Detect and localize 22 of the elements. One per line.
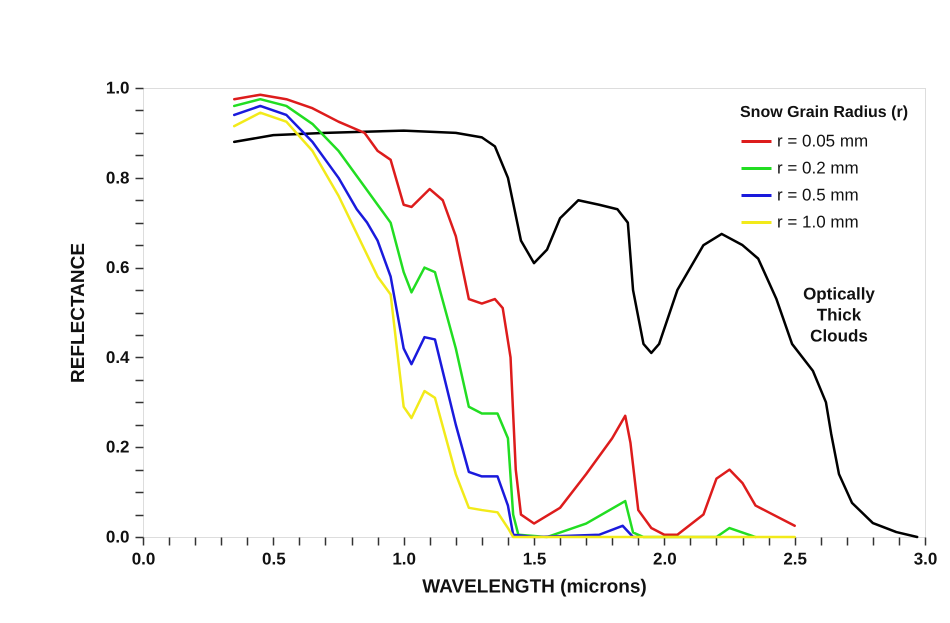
annotation: Optically Thick Clouds xyxy=(803,284,876,346)
x-axis-title: WAVELENGTH (microns) xyxy=(422,576,647,598)
y-tick-label: 0.4 xyxy=(106,348,130,367)
legend-label: r = 0.05 mm xyxy=(777,132,868,150)
y-axis-title: REFLECTANCE xyxy=(68,242,89,384)
x-tick-label: 2.0 xyxy=(653,550,677,568)
y-tick-label: 0.2 xyxy=(106,438,130,457)
x-tick-label: 0.0 xyxy=(132,550,156,568)
y-tick-label: 0.0 xyxy=(106,528,130,546)
y-tick-label: 1.0 xyxy=(106,78,130,98)
legend-title: Snow Grain Radius (r) xyxy=(740,104,908,121)
x-tick-label: 3.0 xyxy=(914,550,938,568)
x-tick-label: 0.5 xyxy=(262,550,286,568)
x-tick-label: 1.5 xyxy=(522,550,546,568)
legend-label: r = 0.2 mm xyxy=(777,158,859,178)
legend-label: r = 0.5 mm xyxy=(777,186,859,204)
y-tick-label: 0.6 xyxy=(106,258,130,278)
x-tick-label: 1.0 xyxy=(392,550,416,568)
line-series xyxy=(232,129,918,538)
legend-label: r = 1.0 mm xyxy=(777,212,859,232)
x-tick-label: 2.5 xyxy=(783,550,807,568)
y-tick-label: 0.8 xyxy=(106,168,130,188)
